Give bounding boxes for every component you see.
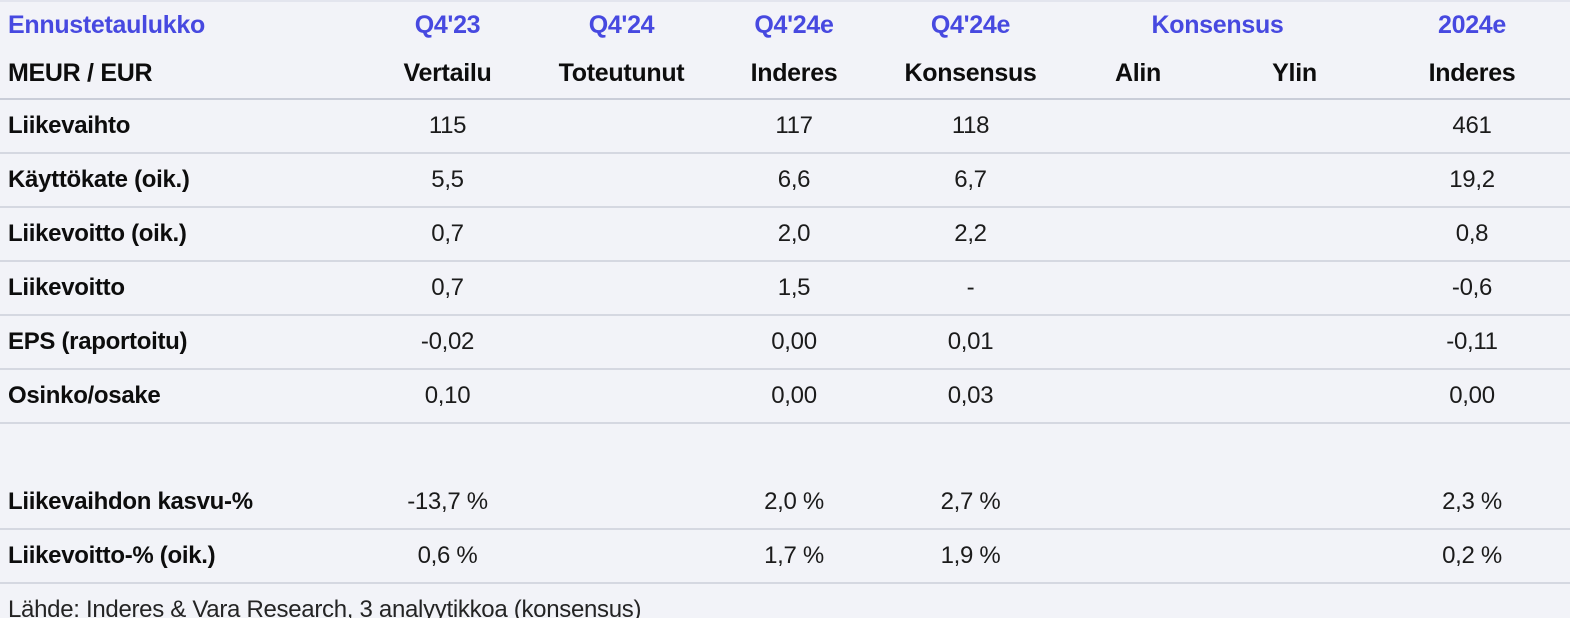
group-header-q424: Q4'24 bbox=[588, 10, 655, 39]
table-row-liikevoitto: Liikevoitto 0,7 1,5 - -0,6 bbox=[0, 261, 1570, 316]
row-label: Liikevaihdon kasvu-% bbox=[0, 476, 360, 530]
value-cell bbox=[535, 529, 708, 584]
value-cell bbox=[1061, 99, 1215, 154]
unit-label: MEUR / EUR bbox=[0, 48, 360, 100]
row-label: Käyttökate (oik.) bbox=[0, 153, 360, 208]
value-cell: 0,7 bbox=[360, 207, 535, 262]
sub-header-row: MEUR / EUR Vertailu Toteutunut Inderes K… bbox=[0, 48, 1570, 100]
table-row-eps: EPS (raportoitu) -0,02 0,00 0,01 -0,11 bbox=[0, 315, 1570, 370]
value-cell: 0,00 bbox=[708, 315, 880, 370]
sub-header-vertailu: Vertailu bbox=[360, 48, 535, 100]
value-cell: 0,2 % bbox=[1374, 529, 1570, 584]
value-cell bbox=[1061, 207, 1215, 262]
value-cell: 0,01 bbox=[880, 315, 1061, 370]
value-cell: 0,00 bbox=[1374, 369, 1570, 424]
value-cell bbox=[1061, 529, 1215, 584]
table-row-osinko: Osinko/osake 0,10 0,00 0,03 0,00 bbox=[0, 369, 1570, 424]
value-cell: -0,6 bbox=[1374, 261, 1570, 316]
value-cell: 0,10 bbox=[360, 369, 535, 424]
group-header-q424e-konsensus: Q4'24e bbox=[930, 10, 1011, 39]
value-cell: -0,02 bbox=[360, 315, 535, 370]
value-cell bbox=[1215, 207, 1374, 262]
value-cell: 0,7 bbox=[360, 261, 535, 316]
row-label: Liikevoitto-% (oik.) bbox=[0, 529, 360, 584]
table-row-kayttokate: Käyttökate (oik.) 5,5 6,6 6,7 19,2 bbox=[0, 153, 1570, 208]
value-cell bbox=[535, 315, 708, 370]
value-cell: 0,03 bbox=[880, 369, 1061, 424]
value-cell: 1,5 bbox=[708, 261, 880, 316]
value-cell: -13,7 % bbox=[360, 476, 535, 530]
table-title: Ennustetaulukko bbox=[8, 10, 205, 39]
value-cell bbox=[1061, 153, 1215, 208]
group-header-konsensus: Konsensus bbox=[1151, 10, 1284, 39]
value-cell: 2,2 bbox=[880, 207, 1061, 262]
value-cell bbox=[1061, 261, 1215, 316]
value-cell bbox=[1061, 476, 1215, 530]
value-cell bbox=[1215, 315, 1374, 370]
row-label: Liikevoitto (oik.) bbox=[0, 207, 360, 262]
sub-header-inderes-2024: Inderes bbox=[1374, 48, 1570, 100]
value-cell bbox=[1215, 476, 1374, 530]
value-cell bbox=[1215, 99, 1374, 154]
value-cell bbox=[1061, 369, 1215, 424]
sub-header-ylin: Ylin bbox=[1215, 48, 1374, 100]
value-cell: 461 bbox=[1374, 99, 1570, 154]
value-cell: 1,7 % bbox=[708, 529, 880, 584]
value-cell: - bbox=[880, 261, 1061, 316]
row-label: Liikevaihto bbox=[0, 99, 360, 154]
table-row-liikevoitto-pct: Liikevoitto-% (oik.) 0,6 % 1,7 % 1,9 % 0… bbox=[0, 529, 1570, 584]
value-cell bbox=[535, 369, 708, 424]
group-header-q424e-inderes: Q4'24e bbox=[754, 10, 834, 39]
table-row-liikevaihto: Liikevaihto 115 117 118 461 bbox=[0, 99, 1570, 154]
value-cell: 0,8 bbox=[1374, 207, 1570, 262]
row-label: Osinko/osake bbox=[0, 369, 360, 424]
value-cell: 118 bbox=[880, 99, 1061, 154]
value-cell: -0,11 bbox=[1374, 315, 1570, 370]
value-cell bbox=[1215, 369, 1374, 424]
sub-header-konsensus: Konsensus bbox=[880, 48, 1061, 100]
value-cell: 0,00 bbox=[708, 369, 880, 424]
row-label: EPS (raportoitu) bbox=[0, 315, 360, 370]
value-cell: 2,3 % bbox=[1374, 476, 1570, 530]
value-cell: 1,9 % bbox=[880, 529, 1061, 584]
value-cell bbox=[1215, 153, 1374, 208]
value-cell bbox=[535, 153, 708, 208]
sub-header-alin: Alin bbox=[1061, 48, 1215, 100]
value-cell: 115 bbox=[360, 99, 535, 154]
source-row: Lähde: Inderes & Vara Research, 3 analyy… bbox=[0, 583, 1570, 618]
value-cell bbox=[535, 99, 708, 154]
spacer-row bbox=[0, 423, 1570, 476]
value-cell: 5,5 bbox=[360, 153, 535, 208]
row-label: Liikevoitto bbox=[0, 261, 360, 316]
spacer-cell bbox=[0, 423, 1570, 476]
value-cell: 6,7 bbox=[880, 153, 1061, 208]
group-header-row: Ennustetaulukko Q4'23 Q4'24 Q4'24e Q4'24… bbox=[0, 1, 1570, 48]
table-row-liikevoitto-oik: Liikevoitto (oik.) 0,7 2,0 2,2 0,8 bbox=[0, 207, 1570, 262]
value-cell: 6,6 bbox=[708, 153, 880, 208]
table-row-liikevaihdon-kasvu: Liikevaihdon kasvu-% -13,7 % 2,0 % 2,7 %… bbox=[0, 476, 1570, 530]
value-cell bbox=[1215, 529, 1374, 584]
value-cell: 0,6 % bbox=[360, 529, 535, 584]
value-cell bbox=[535, 261, 708, 316]
sub-header-toteutunut: Toteutunut bbox=[535, 48, 708, 100]
source-note: Lähde: Inderes & Vara Research, 3 analyy… bbox=[8, 596, 642, 618]
value-cell: 19,2 bbox=[1374, 153, 1570, 208]
sub-header-inderes: Inderes bbox=[708, 48, 880, 100]
value-cell: 2,0 % bbox=[708, 476, 880, 530]
value-cell: 117 bbox=[708, 99, 880, 154]
value-cell bbox=[1215, 261, 1374, 316]
value-cell: 2,7 % bbox=[880, 476, 1061, 530]
group-header-2024e: 2024e bbox=[1437, 10, 1507, 39]
value-cell bbox=[535, 207, 708, 262]
value-cell bbox=[535, 476, 708, 530]
value-cell bbox=[1061, 315, 1215, 370]
group-header-q423: Q4'23 bbox=[414, 10, 481, 39]
value-cell: 2,0 bbox=[708, 207, 880, 262]
